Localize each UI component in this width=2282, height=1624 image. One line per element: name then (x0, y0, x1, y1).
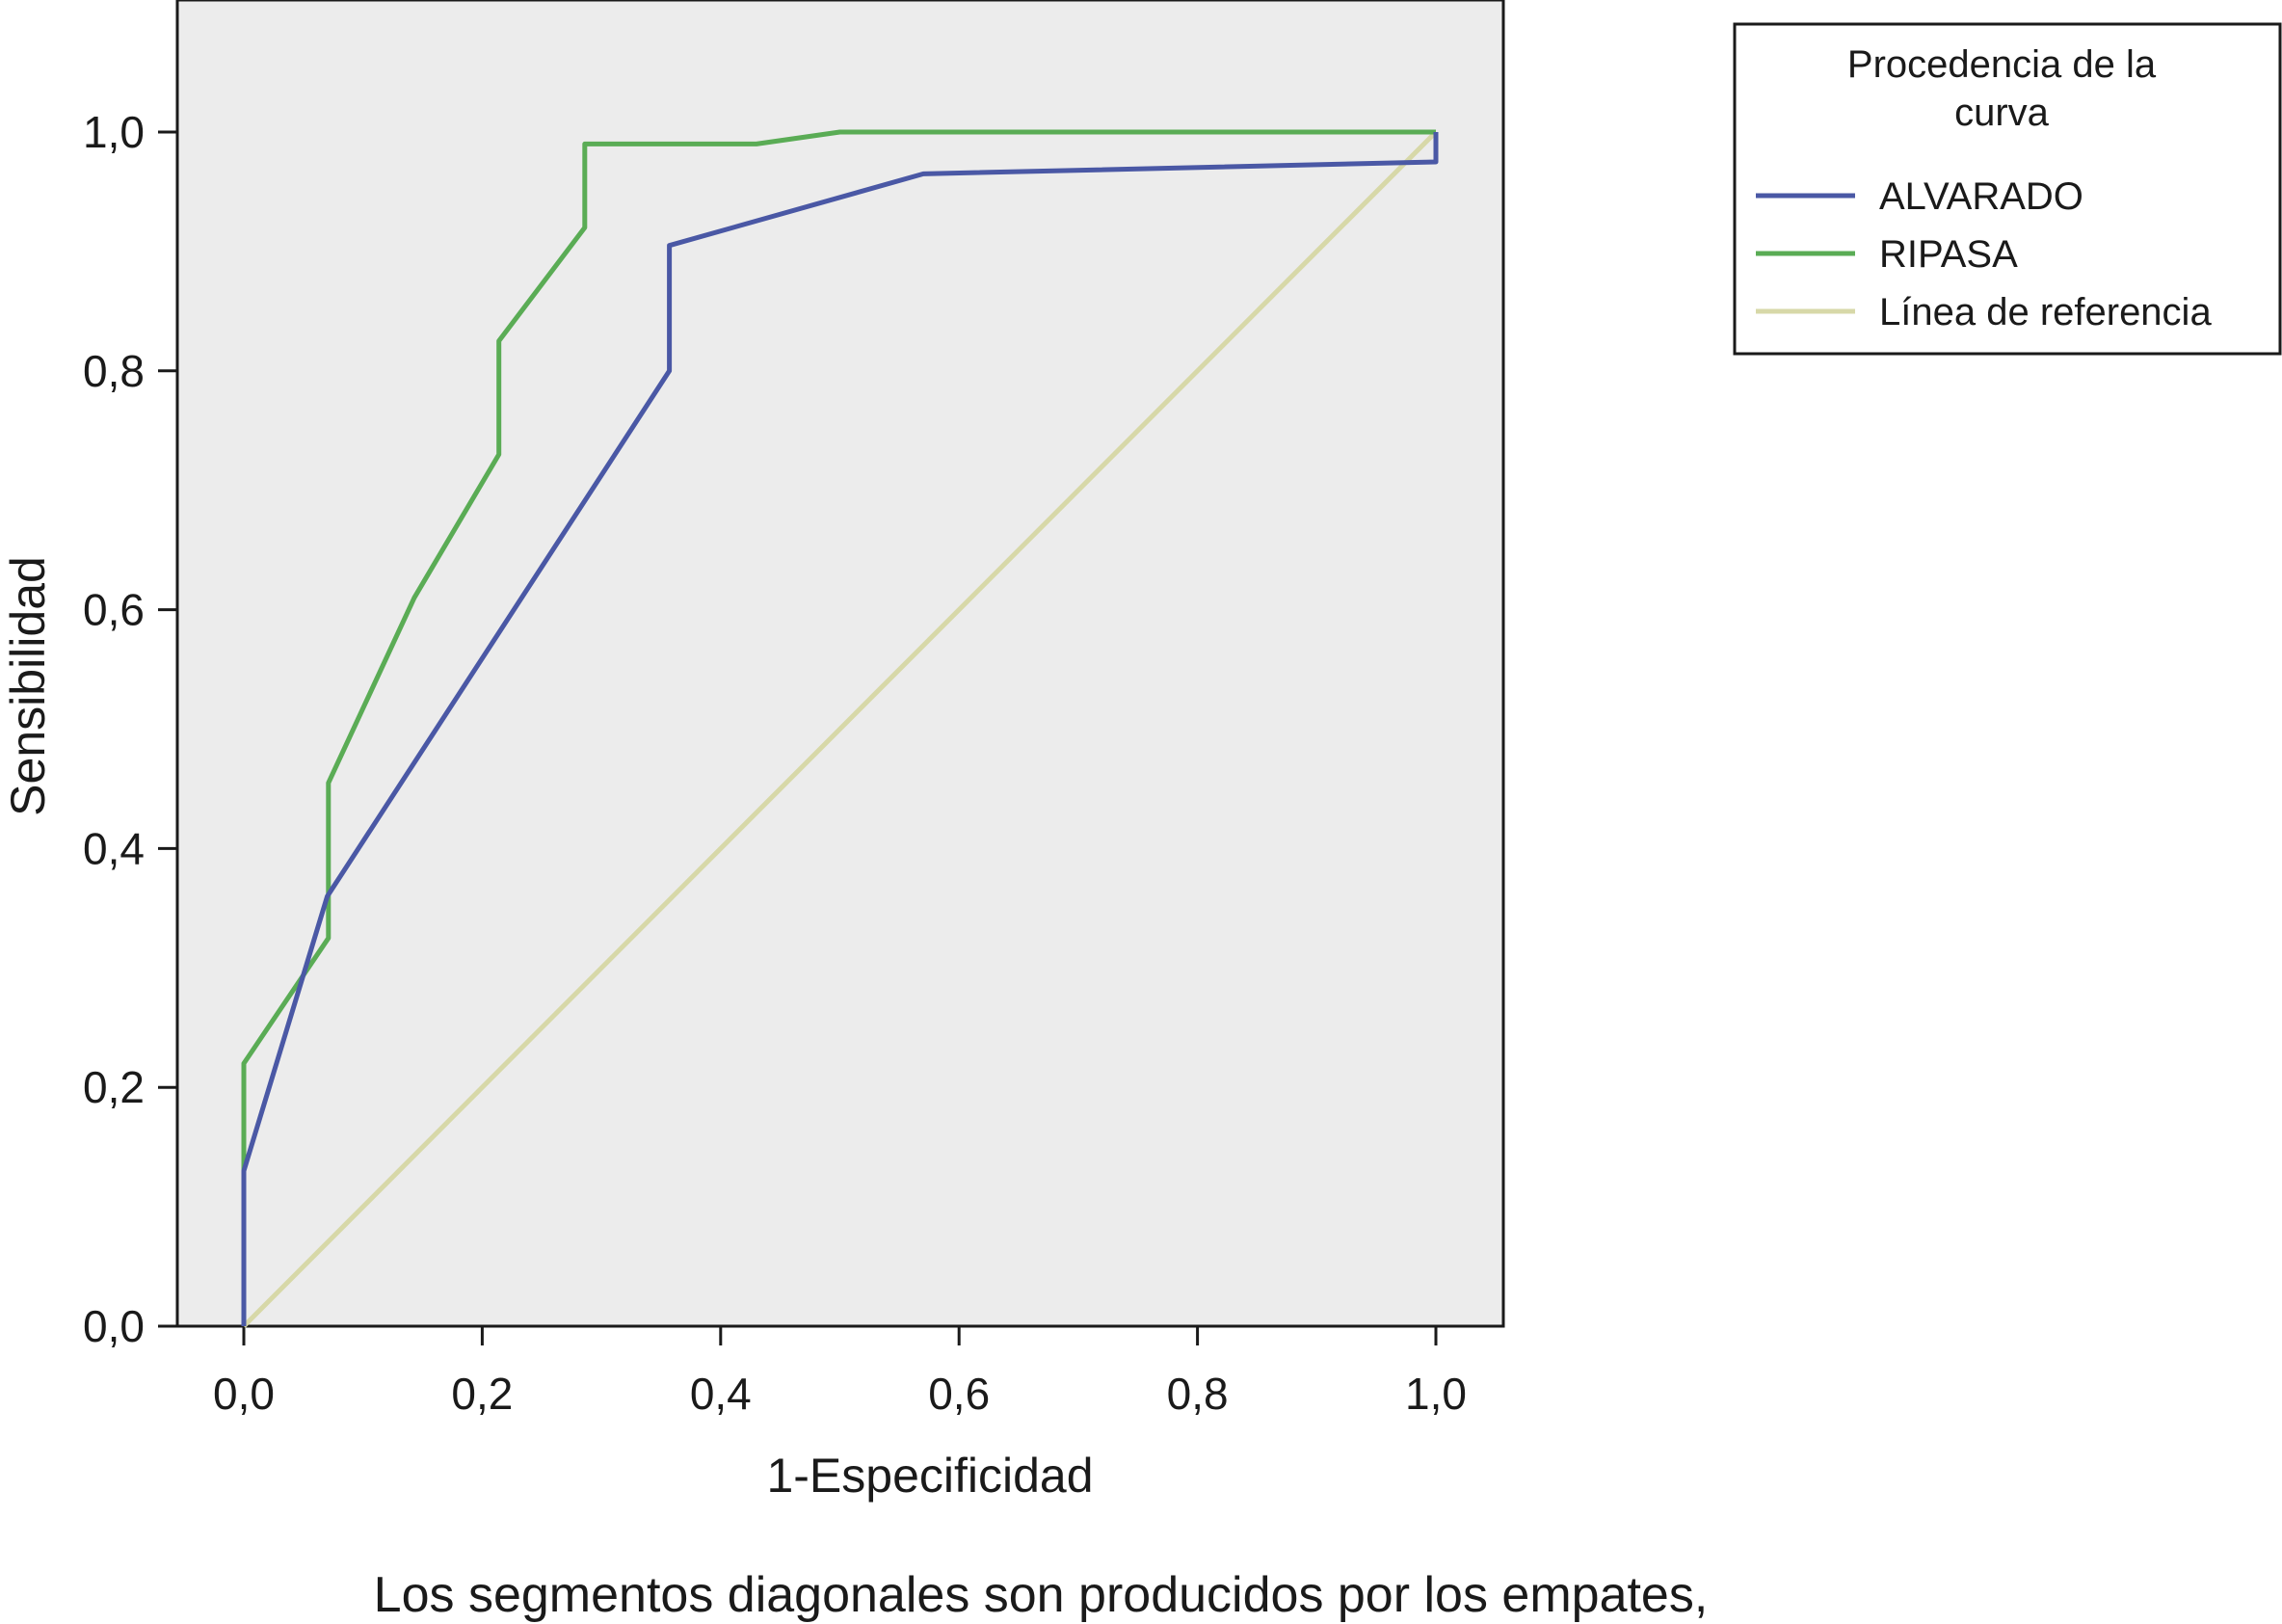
x-tick-label: 1,0 (1405, 1369, 1467, 1419)
y-axis: 0,0 0,2 0,4 0,6 0,8 1,0 (83, 107, 177, 1351)
legend: Procedencia de la curva ALVARADO RIPASA Lí… (1733, 22, 2282, 356)
x-tick-label: 0,8 (1167, 1369, 1229, 1419)
footnote: Los segmentos diagonales son producidos … (374, 1567, 1709, 1623)
plot-area (175, 0, 1505, 1328)
x-tick-label: 0,0 (213, 1369, 275, 1419)
y-tick-label: 0,8 (83, 346, 145, 396)
x-axis-title: 1-Especificidad (766, 1449, 1093, 1503)
y-axis-title: Sensibilidad (1, 556, 55, 816)
x-tick-label: 0,4 (690, 1369, 752, 1419)
x-tick-label: 0,2 (451, 1369, 513, 1419)
legend-label-alvarado: ALVARADO (1879, 175, 2083, 218)
y-tick-label: 0,6 (83, 585, 145, 635)
y-tick-label: 0,2 (83, 1062, 145, 1112)
legend-items: ALVARADO RIPASA Línea de referencia (1756, 175, 2212, 333)
x-axis: 0,0 0,2 0,4 0,6 0,8 1,0 (213, 1326, 1467, 1419)
legend-title-line2: curva (1954, 92, 2050, 134)
series-line-ripasa (241, 129, 1436, 1326)
series-layer (241, 129, 1439, 1328)
series-line-l-nea-de-referencia (242, 130, 1438, 1328)
legend-box (1733, 22, 2282, 356)
y-tick-label: 0,4 (83, 823, 145, 873)
x-tick-label: 0,6 (928, 1369, 990, 1419)
y-tick-label: 1,0 (83, 107, 145, 157)
legend-label-ripasa: RIPASA (1879, 233, 2018, 276)
legend-title-line1: Procedencia de la (1847, 43, 2157, 86)
y-tick-label: 0,0 (83, 1301, 145, 1351)
series-line-alvarado (241, 132, 1439, 1326)
legend-label-l-nea-de-referencia: Línea de referencia (1879, 291, 2212, 333)
